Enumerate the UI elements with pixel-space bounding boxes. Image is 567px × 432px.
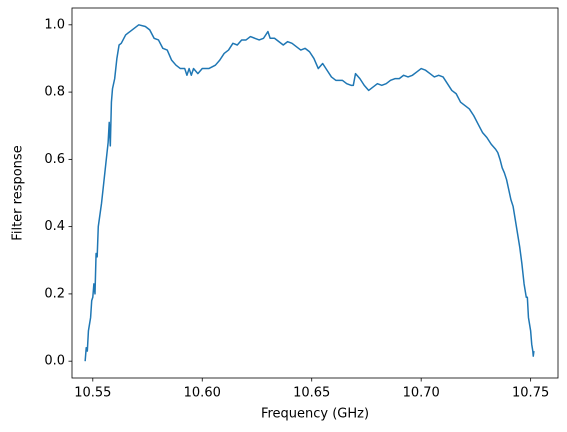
y-tick-label: 1.0 bbox=[44, 17, 65, 32]
x-tick-label: 10.60 bbox=[184, 386, 221, 401]
y-tick-label: 0.2 bbox=[44, 286, 65, 301]
x-tick-label: 10.70 bbox=[403, 386, 440, 401]
x-tick-label: 10.75 bbox=[512, 386, 549, 401]
y-tick-label: 0.0 bbox=[44, 354, 65, 369]
y-tick-label: 0.4 bbox=[44, 219, 65, 234]
y-tick-label: 0.8 bbox=[44, 85, 65, 100]
data-line bbox=[84, 24, 535, 362]
x-axis-label: Frequency (GHz) bbox=[261, 407, 369, 422]
y-tick-label: 0.6 bbox=[44, 152, 65, 167]
axes-frame bbox=[71, 7, 559, 379]
x-tick-label: 10.55 bbox=[74, 386, 111, 401]
x-tick-label: 10.65 bbox=[293, 386, 330, 401]
y-axis-label: Filter response bbox=[11, 145, 26, 240]
